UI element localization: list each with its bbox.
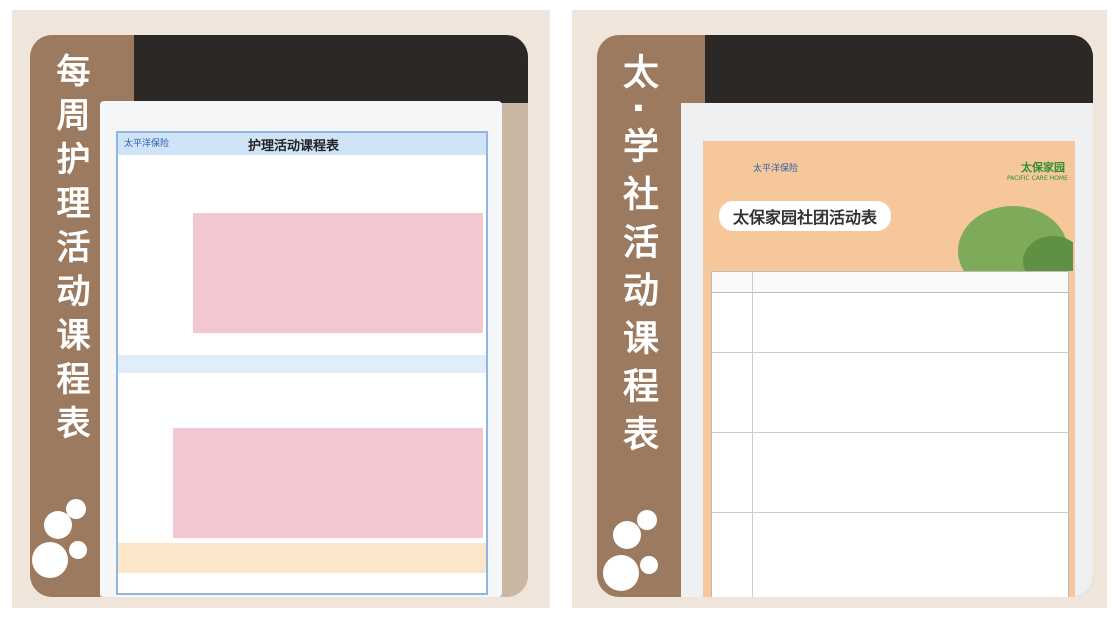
poster-frame: 太平洋保险 太保家园 PACIFIC CARE HOME 太保家园社团活动表 <box>681 103 1093 597</box>
logo: 太平洋保险 <box>124 139 170 149</box>
activity-block <box>193 213 483 333</box>
photo: 每周护理活动课程表 太平洋保险 护理活动课程表 <box>30 35 528 597</box>
row-line <box>712 432 1068 433</box>
vertical-title: 每周护理活动课程表 <box>50 53 90 449</box>
poster-title: 太保家园社团活动表 <box>719 201 892 231</box>
header-row <box>712 272 1068 293</box>
brand-en: PACIFIC CARE HOME <box>1007 175 1068 182</box>
col-line <box>752 272 753 597</box>
poster-title: 护理活动课程表 <box>248 139 340 154</box>
row-line <box>712 352 1068 353</box>
logo: 太平洋保险 <box>753 164 799 174</box>
flower-icon <box>603 510 658 591</box>
header-bar <box>118 133 486 155</box>
row-line <box>712 512 1068 513</box>
photo: 太·学社活动课程表 太平洋保险 太保家园 PACIFIC CARE HOME 太… <box>597 35 1093 597</box>
activity-block <box>118 543 486 573</box>
poster: 太平洋保险 太保家园 PACIFIC CARE HOME 太保家园社团活动表 <box>703 141 1075 597</box>
schedule: 太平洋保险 护理活动课程表 <box>116 131 488 595</box>
activity-block <box>173 428 483 538</box>
brand: 太保家园 <box>1021 161 1065 174</box>
poster-frame: 太平洋保险 护理活动课程表 <box>100 101 502 597</box>
schedule-table <box>711 271 1069 597</box>
flower-icon <box>32 499 87 578</box>
dark-wall <box>705 35 1093 103</box>
dark-wall <box>134 35 528 103</box>
vertical-title: 太·学社活动课程表 <box>617 53 658 463</box>
hills-illustration <box>958 206 1073 271</box>
